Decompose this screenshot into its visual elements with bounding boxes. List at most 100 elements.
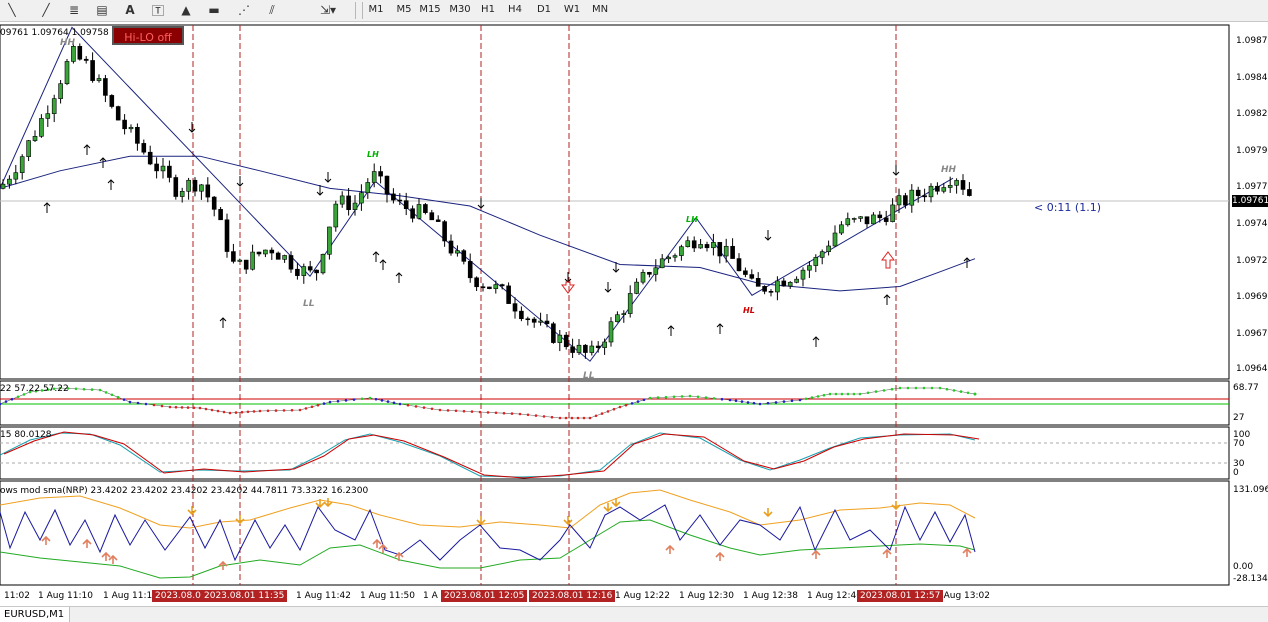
- rsi-dot: [82, 387, 86, 391]
- rsi-dot: [594, 414, 598, 418]
- indicator1-label: 22 57.22 57.22: [0, 384, 69, 394]
- candle-body: [672, 255, 678, 258]
- text-icon[interactable]: A: [125, 3, 135, 17]
- candle-body: [90, 60, 95, 81]
- rsi-dot: [502, 411, 506, 415]
- time-axis-label: 1 Aug 12:46: [807, 591, 862, 601]
- fibonacci-f-icon[interactable]: ▤: [96, 3, 108, 17]
- rsi-dot: [688, 394, 692, 398]
- channel-icon[interactable]: ⫽: [269, 2, 275, 17]
- rsi-dot: [98, 388, 102, 392]
- nrp-buy-arrow-icon: [962, 547, 972, 557]
- timeframe-h1[interactable]: H1: [481, 4, 495, 15]
- line-icon[interactable]: ╱: [42, 3, 50, 17]
- candle-body: [723, 245, 729, 257]
- price-chart[interactable]: [0, 23, 1268, 599]
- candle-body: [704, 244, 710, 249]
- sell-arrow-icon: [477, 198, 485, 209]
- rsi-dot: [252, 410, 256, 413]
- candle-body: [768, 291, 774, 293]
- tab-eurusd-m1[interactable]: EURUSD,M1: [0, 607, 70, 622]
- candle-body: [199, 184, 204, 192]
- candle-body: [947, 184, 953, 188]
- candle-body: [519, 310, 524, 320]
- pan-icon[interactable]: ╲: [8, 3, 16, 17]
- candle-body: [160, 165, 166, 172]
- triangle-icon[interactable]: ▲: [181, 3, 191, 17]
- nrp-sell-arrow-icon: [891, 501, 901, 511]
- candle-body: [499, 284, 505, 287]
- rsi-dot: [180, 406, 184, 409]
- swing-label-hh: HH: [60, 38, 76, 48]
- hilo-toggle-button[interactable]: Hi-LO off: [112, 26, 184, 45]
- candle-body: [403, 200, 409, 210]
- swing-label-hl: HL: [743, 306, 755, 315]
- candle-body: [800, 269, 806, 280]
- candle-body: [173, 177, 179, 197]
- rsi-dot: [664, 395, 668, 399]
- sell-arrow-icon: [892, 165, 900, 176]
- indicator2-level-30: 30: [1233, 459, 1245, 469]
- label-icon[interactable]: 🅃: [151, 3, 164, 18]
- candle-body: [896, 195, 902, 206]
- buy-arrow-icon: [667, 325, 675, 336]
- rsi-dot: [470, 410, 474, 413]
- candle-body: [64, 61, 70, 84]
- candle-body: [205, 184, 211, 198]
- nrp-sell-arrow-icon: [603, 503, 613, 513]
- rsi-dot: [234, 411, 238, 414]
- rsi-dot: [90, 388, 94, 391]
- candle-body: [455, 250, 460, 254]
- candle-body: [269, 249, 275, 254]
- timeframe-h4[interactable]: H4: [508, 4, 522, 15]
- rsi-dot: [186, 406, 190, 409]
- timeframe-m5[interactable]: M5: [396, 4, 412, 15]
- rsi-dot: [192, 406, 196, 410]
- rsi-dot: [840, 392, 844, 396]
- fibonacci-fan-icon[interactable]: ⋰: [238, 3, 250, 17]
- rsi-dot: [752, 401, 756, 405]
- candle-body: [58, 83, 63, 99]
- fibonacci-e-icon[interactable]: ≣: [68, 3, 80, 17]
- rsi-dot: [588, 416, 592, 420]
- rsi-dot: [304, 407, 308, 410]
- candle-body: [595, 345, 601, 348]
- nrp-sell-arrow-icon: [187, 506, 197, 516]
- indicator1-level-high: 68.77: [1233, 383, 1259, 393]
- price-axis-label: 1.09770: [1236, 182, 1268, 192]
- candle-body: [544, 320, 550, 325]
- candle-timer: < 0:11 (1.1): [1034, 201, 1101, 214]
- candle-body: [813, 257, 819, 266]
- rsi-dot: [782, 400, 786, 403]
- time-highlight-label: 2023.08.01 12:05: [441, 590, 528, 602]
- rsi-pane: [0, 380, 1230, 426]
- rsi-dot: [558, 416, 562, 420]
- timeframe-mn[interactable]: MN: [591, 4, 609, 15]
- zigzag-line: [0, 26, 954, 362]
- arrows-icon[interactable]: ⇲▾: [319, 3, 337, 17]
- candle-body: [32, 136, 38, 141]
- time-highlight-label: 2023.08.01: [152, 590, 210, 602]
- timeframe-m1[interactable]: M1: [368, 4, 384, 15]
- rsi-dot: [310, 405, 314, 409]
- rsi-dot: [740, 400, 744, 403]
- timeframe-d1[interactable]: D1: [536, 4, 552, 15]
- timeframe-m15[interactable]: M15: [419, 4, 441, 15]
- candle-body: [301, 266, 307, 276]
- candle-body: [467, 261, 473, 279]
- rsi-dot: [952, 389, 956, 392]
- rsi-dot: [656, 396, 660, 399]
- rsi-dot: [386, 400, 390, 403]
- stoch-signal-line: [3, 431, 980, 479]
- rsi-dot: [228, 411, 232, 415]
- candle-body: [96, 78, 102, 81]
- time-axis-label: 1 A: [423, 591, 438, 601]
- rsi-dot: [828, 392, 832, 396]
- rsi-dot: [959, 390, 963, 393]
- rsi-dot: [606, 410, 610, 413]
- timeframe-w1[interactable]: W1: [563, 4, 581, 15]
- buy-arrow-icon: [883, 294, 891, 305]
- rectangle-icon[interactable]: ▬: [208, 3, 220, 17]
- timeframe-m30[interactable]: M30: [449, 4, 471, 15]
- nrp-buy-arrow-icon: [378, 543, 388, 553]
